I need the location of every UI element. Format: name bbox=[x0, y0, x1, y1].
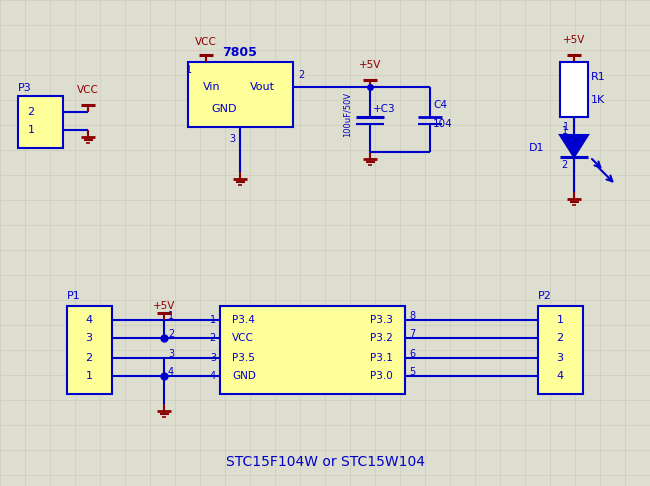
Text: VCC: VCC bbox=[77, 85, 99, 95]
Text: 4: 4 bbox=[168, 367, 174, 377]
Text: P3: P3 bbox=[18, 83, 32, 93]
Text: P3.1: P3.1 bbox=[370, 353, 393, 363]
Text: 1K: 1K bbox=[591, 95, 605, 105]
Text: 3: 3 bbox=[168, 349, 174, 359]
Text: D1: D1 bbox=[528, 143, 544, 153]
Text: 8: 8 bbox=[409, 311, 415, 321]
Text: 3: 3 bbox=[210, 353, 216, 363]
Polygon shape bbox=[560, 135, 588, 157]
Text: GND: GND bbox=[211, 104, 237, 114]
Text: 2: 2 bbox=[556, 333, 564, 343]
Text: 2: 2 bbox=[27, 107, 34, 117]
Text: P1: P1 bbox=[67, 291, 81, 301]
Text: 1: 1 bbox=[186, 65, 192, 75]
Text: 2: 2 bbox=[562, 160, 568, 170]
Text: +C3: +C3 bbox=[373, 104, 396, 114]
Text: 1: 1 bbox=[27, 125, 34, 135]
Text: +5V: +5V bbox=[563, 35, 585, 45]
Text: 1: 1 bbox=[168, 311, 174, 321]
Text: 7805: 7805 bbox=[222, 46, 257, 58]
Bar bbox=[538, 306, 583, 394]
Text: 100uF/50V: 100uF/50V bbox=[343, 92, 352, 137]
Text: 3: 3 bbox=[86, 333, 92, 343]
Text: 1: 1 bbox=[210, 315, 216, 325]
Text: 4: 4 bbox=[556, 371, 564, 381]
Bar bbox=[188, 62, 293, 127]
Text: VCC: VCC bbox=[232, 333, 254, 343]
Text: 3: 3 bbox=[229, 134, 235, 144]
Text: STC15F104W or STC15W104: STC15F104W or STC15W104 bbox=[226, 455, 424, 469]
Text: 2: 2 bbox=[210, 333, 216, 343]
Text: GND: GND bbox=[232, 371, 256, 381]
Text: P3.3: P3.3 bbox=[370, 315, 393, 325]
Text: Vout: Vout bbox=[250, 82, 275, 92]
Text: 1: 1 bbox=[563, 122, 569, 132]
Text: 1: 1 bbox=[86, 371, 92, 381]
Text: 1: 1 bbox=[556, 315, 564, 325]
Text: P3.4: P3.4 bbox=[232, 315, 255, 325]
Bar bbox=[560, 62, 588, 117]
Text: 104: 104 bbox=[433, 119, 453, 129]
Text: 2: 2 bbox=[85, 353, 92, 363]
Text: P3.0: P3.0 bbox=[370, 371, 393, 381]
Text: +5V: +5V bbox=[359, 60, 381, 70]
Text: R1: R1 bbox=[591, 72, 606, 82]
Text: P3.5: P3.5 bbox=[232, 353, 255, 363]
Text: 2: 2 bbox=[298, 70, 304, 80]
Text: Vin: Vin bbox=[203, 82, 220, 92]
Text: VCC: VCC bbox=[195, 37, 217, 47]
Text: 3: 3 bbox=[556, 353, 564, 363]
Text: P2: P2 bbox=[538, 291, 552, 301]
Text: +5V: +5V bbox=[153, 301, 176, 311]
Text: P3.2: P3.2 bbox=[370, 333, 393, 343]
Text: C4: C4 bbox=[433, 100, 447, 110]
Bar bbox=[67, 306, 112, 394]
Text: 2: 2 bbox=[168, 329, 174, 339]
Text: 4: 4 bbox=[210, 371, 216, 381]
Text: 4: 4 bbox=[85, 315, 92, 325]
Text: 1: 1 bbox=[562, 126, 568, 136]
Text: 7: 7 bbox=[409, 329, 415, 339]
Text: 5: 5 bbox=[409, 367, 415, 377]
Bar bbox=[220, 306, 405, 394]
Text: 6: 6 bbox=[409, 349, 415, 359]
Bar bbox=[18, 96, 63, 148]
